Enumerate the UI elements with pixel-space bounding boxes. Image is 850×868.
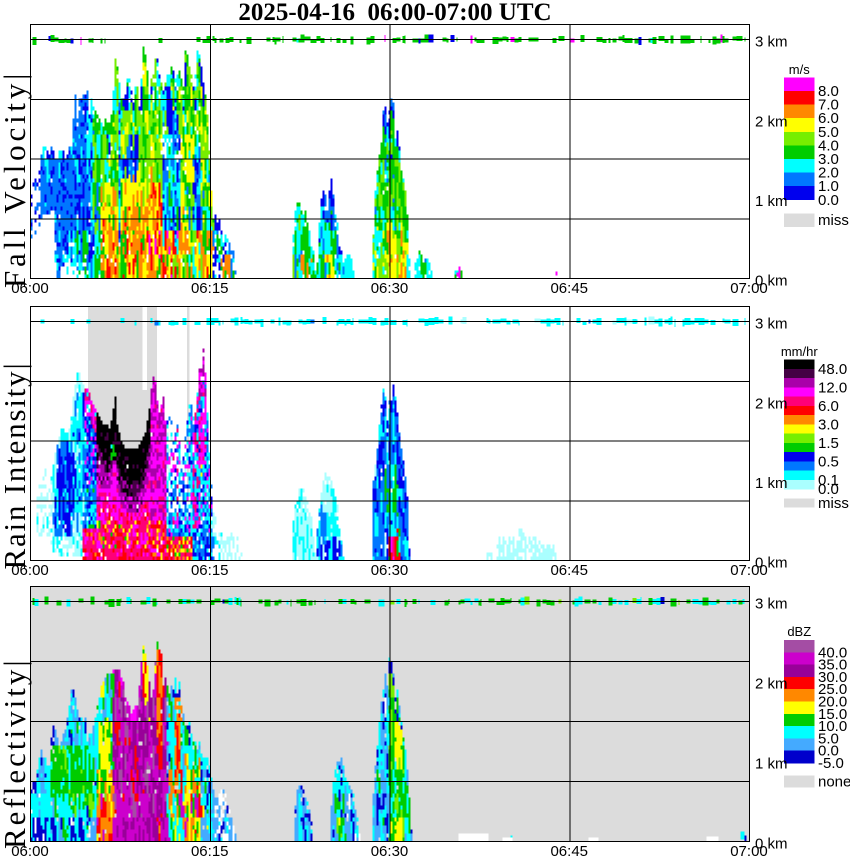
svg-text:2.0: 2.0 bbox=[818, 165, 839, 182]
svg-text:0 km: 0 km bbox=[755, 836, 788, 853]
svg-text:5.0: 5.0 bbox=[818, 124, 839, 141]
svg-text:06:45: 06:45 bbox=[550, 843, 588, 860]
svg-text:2 km: 2 km bbox=[755, 395, 788, 412]
svg-text:15.0: 15.0 bbox=[818, 706, 847, 723]
svg-text:40.0: 40.0 bbox=[818, 644, 847, 661]
svg-text:miss: miss bbox=[818, 212, 849, 229]
svg-text:3 km: 3 km bbox=[755, 316, 788, 333]
svg-text:3.0: 3.0 bbox=[818, 151, 839, 168]
svg-text:Reflectivity|: Reflectivity| bbox=[0, 657, 32, 849]
svg-text:06:45: 06:45 bbox=[550, 562, 588, 579]
svg-text:06:00: 06:00 bbox=[11, 562, 49, 579]
svg-text:06:15: 06:15 bbox=[191, 280, 229, 297]
svg-text:0.0: 0.0 bbox=[818, 743, 839, 760]
svg-text:Rain Intensity|: Rain Intensity| bbox=[0, 362, 32, 570]
svg-text:1 km: 1 km bbox=[755, 475, 788, 492]
svg-text:2 km: 2 km bbox=[755, 676, 788, 693]
svg-text:07:00: 07:00 bbox=[730, 843, 768, 860]
svg-text:0 km: 0 km bbox=[755, 555, 788, 572]
svg-text:1.0: 1.0 bbox=[818, 178, 839, 195]
svg-text:8.0: 8.0 bbox=[818, 83, 839, 100]
svg-text:0.5: 0.5 bbox=[818, 453, 839, 470]
svg-text:30.0: 30.0 bbox=[818, 669, 847, 686]
svg-text:12.0: 12.0 bbox=[818, 379, 847, 396]
svg-text:10.0: 10.0 bbox=[818, 718, 847, 735]
svg-text:06:00: 06:00 bbox=[11, 843, 49, 860]
svg-text:06:15: 06:15 bbox=[191, 843, 229, 860]
svg-text:4.0: 4.0 bbox=[818, 137, 839, 154]
svg-text:none: none bbox=[818, 773, 850, 790]
svg-text:06:30: 06:30 bbox=[371, 562, 409, 579]
svg-text:20.0: 20.0 bbox=[818, 694, 847, 711]
svg-text:25.0: 25.0 bbox=[818, 681, 847, 698]
svg-text:miss: miss bbox=[818, 495, 849, 512]
svg-text:2025-04-16 06:00-07:00 UTC: 2025-04-16 06:00-07:00 UTC bbox=[238, 0, 551, 26]
svg-text:m/s: m/s bbox=[789, 62, 810, 77]
svg-text:0 km: 0 km bbox=[755, 273, 788, 290]
svg-text:7.0: 7.0 bbox=[818, 97, 839, 114]
svg-text:48.0: 48.0 bbox=[818, 361, 847, 378]
svg-text:1 km: 1 km bbox=[755, 193, 788, 210]
svg-text:0.1: 0.1 bbox=[818, 472, 839, 489]
svg-text:3.0: 3.0 bbox=[818, 416, 839, 433]
svg-text:2 km: 2 km bbox=[755, 113, 788, 130]
svg-text:06:30: 06:30 bbox=[371, 843, 409, 860]
svg-text:0.0: 0.0 bbox=[818, 192, 839, 209]
svg-text:1.5: 1.5 bbox=[818, 435, 839, 452]
svg-text:mm/hr: mm/hr bbox=[781, 344, 819, 359]
svg-text:5.0: 5.0 bbox=[818, 730, 839, 747]
svg-text:-5.0: -5.0 bbox=[818, 755, 844, 772]
svg-text:dBZ: dBZ bbox=[787, 624, 811, 639]
svg-text:1 km: 1 km bbox=[755, 756, 788, 773]
svg-text:06:45: 06:45 bbox=[550, 280, 588, 297]
svg-text:6.0: 6.0 bbox=[818, 110, 839, 127]
svg-text:0.0: 0.0 bbox=[818, 481, 839, 498]
svg-text:35.0: 35.0 bbox=[818, 657, 847, 674]
svg-text:07:00: 07:00 bbox=[730, 562, 768, 579]
svg-text:Fall Velocity|: Fall Velocity| bbox=[0, 70, 32, 288]
svg-text:07:00: 07:00 bbox=[730, 280, 768, 297]
svg-text:3 km: 3 km bbox=[755, 596, 788, 613]
svg-text:06:15: 06:15 bbox=[191, 562, 229, 579]
svg-text:6.0: 6.0 bbox=[818, 398, 839, 415]
svg-text:3 km: 3 km bbox=[755, 34, 788, 51]
svg-text:06:00: 06:00 bbox=[11, 280, 49, 297]
svg-text:06:30: 06:30 bbox=[371, 280, 409, 297]
